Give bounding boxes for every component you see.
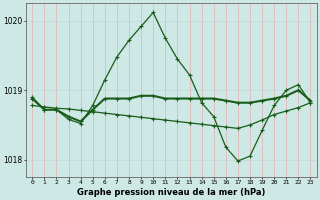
X-axis label: Graphe pression niveau de la mer (hPa): Graphe pression niveau de la mer (hPa) [77,188,266,197]
